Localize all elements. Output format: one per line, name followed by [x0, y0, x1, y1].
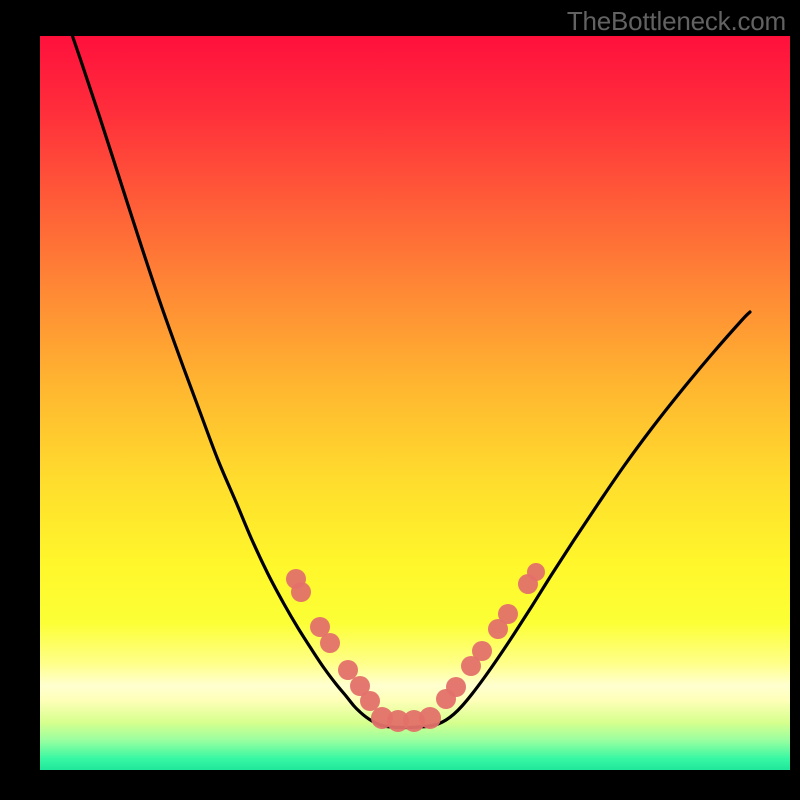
data-marker [446, 677, 466, 697]
data-marker [360, 691, 380, 711]
data-marker [472, 641, 492, 661]
watermark-text: TheBottleneck.com [567, 6, 786, 37]
data-marker [320, 633, 340, 653]
data-marker [419, 707, 441, 729]
data-marker [291, 582, 311, 602]
data-marker [338, 660, 358, 680]
plot-area [40, 36, 790, 770]
data-marker [498, 604, 518, 624]
v-curve [60, 36, 750, 728]
curve-layer [40, 36, 790, 770]
data-marker [527, 563, 545, 581]
